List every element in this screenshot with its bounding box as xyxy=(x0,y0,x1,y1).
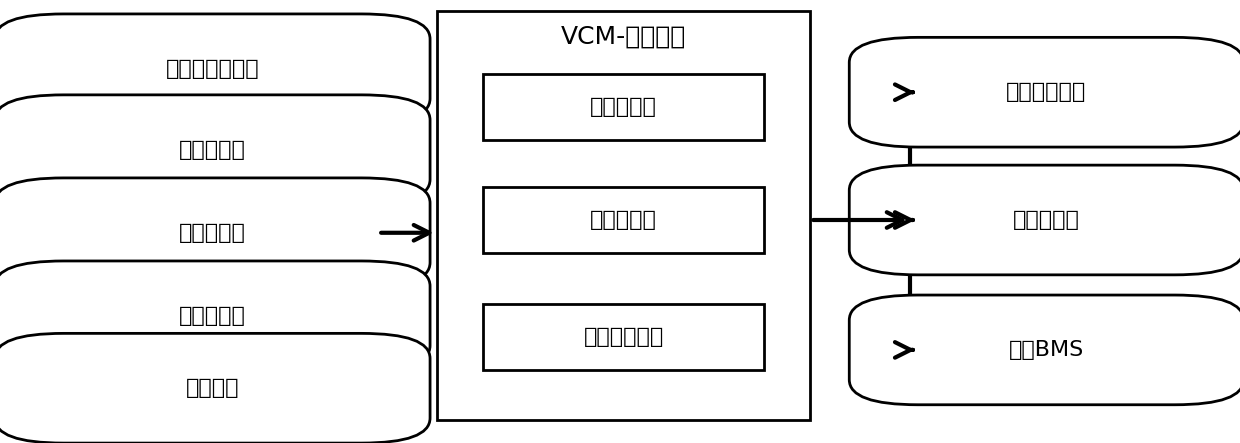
FancyBboxPatch shape xyxy=(849,37,1240,147)
Text: 锂离子电池: 锂离子电池 xyxy=(179,306,246,326)
Text: 充电中监测: 充电中监测 xyxy=(590,210,657,230)
Text: 结束充电判断: 结束充电判断 xyxy=(584,327,663,347)
Bar xyxy=(436,11,811,420)
FancyBboxPatch shape xyxy=(0,95,430,205)
Text: 充电枪连接状态: 充电枪连接状态 xyxy=(166,59,259,79)
Text: 控制主继电器: 控制主继电器 xyxy=(1007,82,1086,102)
Text: VCM-慢充控制: VCM-慢充控制 xyxy=(560,25,686,49)
Text: 充电前检测: 充电前检测 xyxy=(590,97,657,117)
FancyBboxPatch shape xyxy=(0,261,430,371)
FancyBboxPatch shape xyxy=(0,178,430,288)
FancyBboxPatch shape xyxy=(849,165,1240,275)
Text: 控制充电机: 控制充电机 xyxy=(1013,210,1080,230)
Text: 整车状态: 整车状态 xyxy=(186,378,239,398)
Bar xyxy=(484,74,764,140)
Bar xyxy=(484,187,764,253)
Bar xyxy=(484,304,764,370)
Text: 车载充电机: 车载充电机 xyxy=(179,223,246,243)
FancyBboxPatch shape xyxy=(0,14,430,124)
FancyBboxPatch shape xyxy=(0,334,430,443)
Text: 控制BMS: 控制BMS xyxy=(1009,340,1084,360)
Text: 充电桩状态: 充电桩状态 xyxy=(179,140,246,160)
FancyBboxPatch shape xyxy=(849,295,1240,405)
